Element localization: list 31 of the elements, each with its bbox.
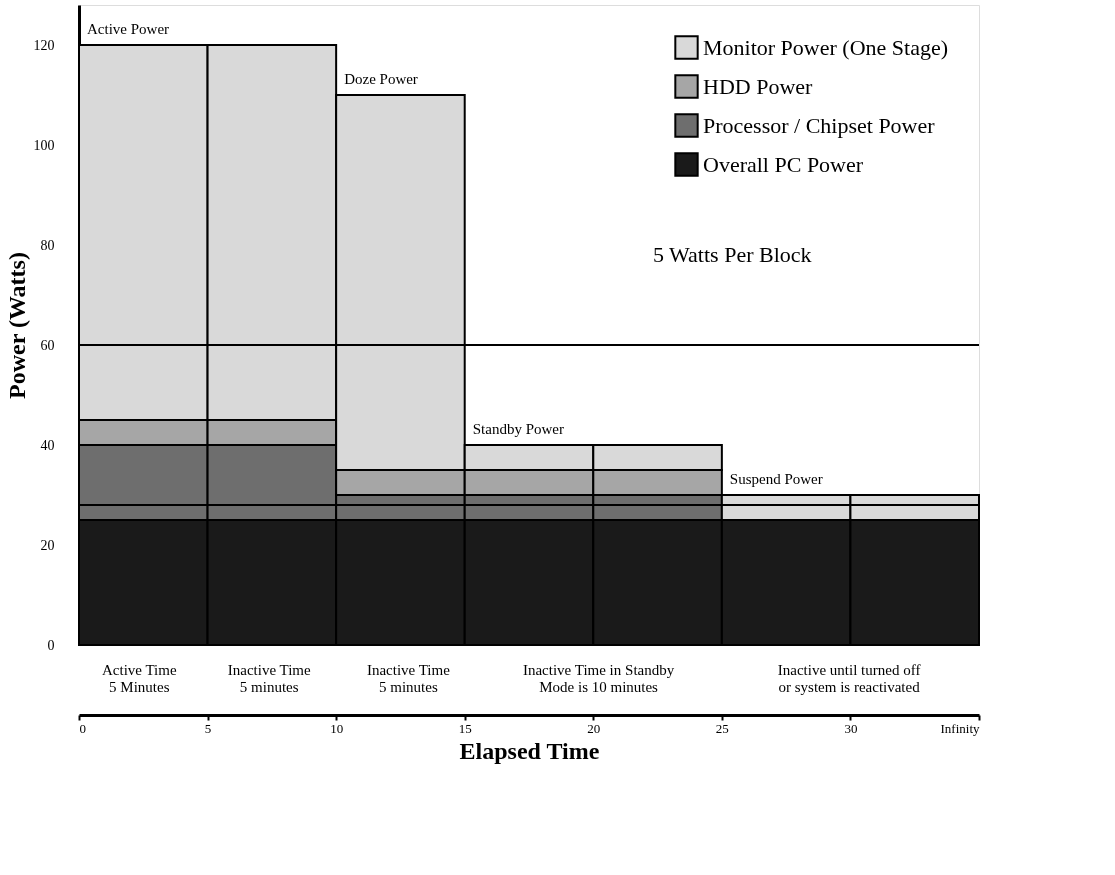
y-tick-label: 120: [33, 37, 55, 53]
x-tick-label: 30: [844, 720, 858, 736]
annotation: Suspend Power: [729, 471, 823, 487]
legend-label: Monitor Power (One Stage): [703, 34, 949, 60]
legend-label: HDD Power: [703, 73, 814, 99]
annotation: 5 Watts Per Block: [653, 242, 812, 267]
y-axis-title: Power (Watts): [3, 252, 30, 399]
y-tick-label: 80: [40, 237, 55, 253]
text: Inactive Time 5 minutes: [366, 662, 451, 695]
x-tick-label: 20: [587, 720, 601, 736]
x-tick-label: 0: [79, 720, 86, 736]
x-axis-title: Elapsed Time: [459, 737, 600, 764]
legend-label: Overall PC Power: [703, 151, 864, 177]
text: Inactive Time 5 minutes: [227, 662, 311, 695]
y-tick-label: 20: [40, 537, 55, 553]
x-tick-label: 5: [204, 720, 212, 736]
y-tick-label: 0: [47, 637, 55, 653]
annotation: Standby Power: [472, 421, 564, 437]
x-tick-label: 25: [715, 720, 729, 736]
y-tick-label: 40: [40, 437, 55, 453]
x-tick-label: 10: [330, 720, 344, 736]
x-tick-label: 15: [458, 720, 472, 736]
y-tick-label: 60: [40, 337, 55, 353]
text: Inactive Time in Standby Mode is 10 minutes: [522, 662, 675, 695]
text: Active Time 5 Minutes: [102, 662, 177, 695]
legend-label: Processor / Chipset Power: [703, 112, 936, 138]
annotation: Active Power: [87, 21, 170, 37]
text: Inactive until turned off or system is reactivated: [777, 662, 921, 695]
x-tick-label: Infinity: [940, 720, 980, 736]
y-tick-label: 100: [33, 137, 55, 153]
annotation: Doze Power: [344, 71, 418, 87]
